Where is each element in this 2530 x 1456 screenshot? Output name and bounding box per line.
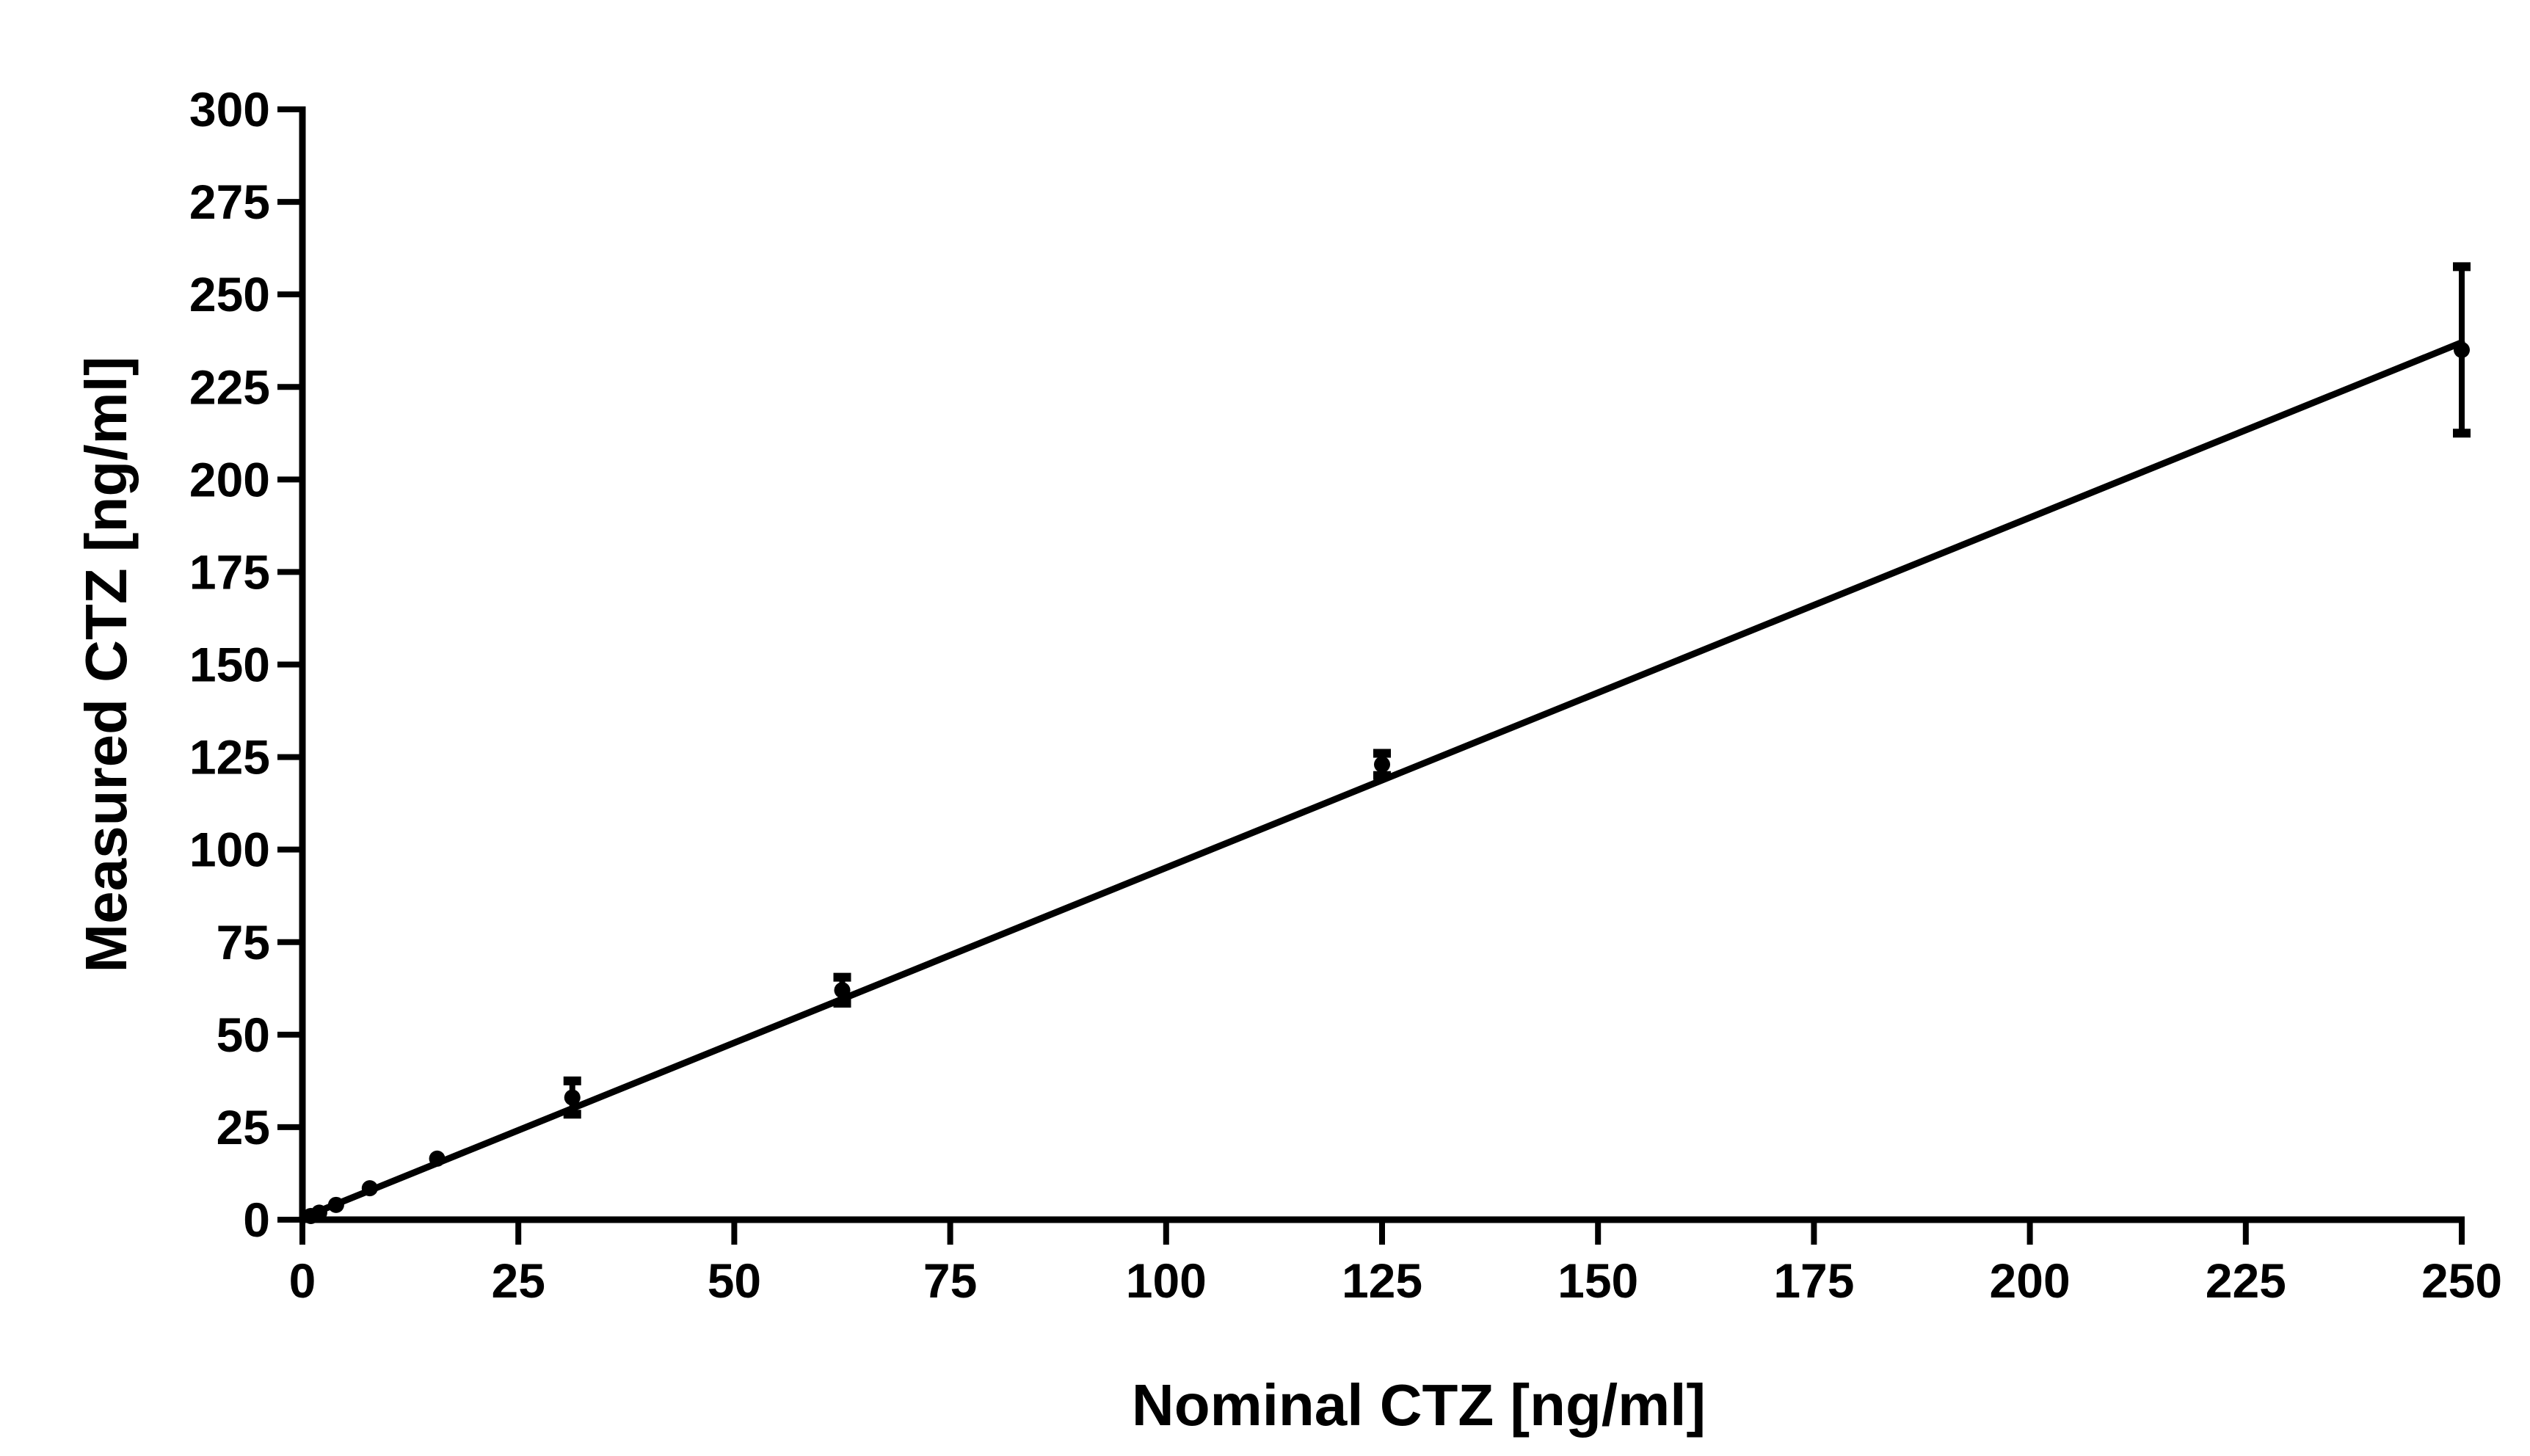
data-point xyxy=(834,982,851,999)
y-tick-label: 150 xyxy=(189,638,270,692)
x-tick-label: 100 xyxy=(1126,1253,1207,1308)
y-axis-ticks: 0 25 50 75 100 125 150 175 200 225 250 275 300 xyxy=(189,82,302,1247)
x-tick-label: 125 xyxy=(1342,1253,1422,1308)
data-point xyxy=(429,1150,446,1167)
data-point xyxy=(361,1180,378,1197)
x-tick-label: 25 xyxy=(491,1253,545,1308)
y-tick-label: 25 xyxy=(217,1100,270,1154)
data-point xyxy=(564,1089,581,1106)
data-point xyxy=(327,1196,344,1213)
y-tick-label: 100 xyxy=(189,823,270,877)
x-tick-label: 0 xyxy=(289,1253,316,1308)
y-tick-label: 200 xyxy=(189,452,270,506)
y-tick-label: 225 xyxy=(189,360,270,414)
x-tick-label: 200 xyxy=(1990,1253,2071,1308)
fit-line-group xyxy=(299,339,2465,1221)
y-tick-label: 275 xyxy=(189,175,270,229)
x-tick-label: 150 xyxy=(1557,1253,1638,1308)
x-tick-label: 175 xyxy=(1773,1253,1854,1308)
data-points xyxy=(302,262,2471,1224)
y-tick-label: 125 xyxy=(189,730,270,785)
y-tick-label: 250 xyxy=(189,267,270,321)
y-tick-label: 175 xyxy=(189,545,270,599)
y-tick-label: 50 xyxy=(217,1008,270,1062)
x-tick-label: 250 xyxy=(2421,1253,2502,1308)
y-tick-label: 0 xyxy=(243,1193,270,1247)
x-axis-ticks: 0 25 50 75 100 125 150 175 200 225 250 xyxy=(289,1220,2502,1308)
x-tick-label: 50 xyxy=(708,1253,761,1308)
x-tick-label: 75 xyxy=(923,1253,977,1308)
data-point xyxy=(2454,341,2470,358)
x-tick-label: 225 xyxy=(2206,1253,2286,1308)
x-axis-title: Nominal CTZ [ng/ml] xyxy=(1132,1372,1706,1438)
y-tick-label: 300 xyxy=(189,82,270,136)
data-point xyxy=(1374,756,1390,773)
fit-line xyxy=(299,339,2465,1221)
y-tick-label: 75 xyxy=(217,915,270,969)
y-axis-title: Measured CTZ [ng/ml] xyxy=(73,356,139,972)
